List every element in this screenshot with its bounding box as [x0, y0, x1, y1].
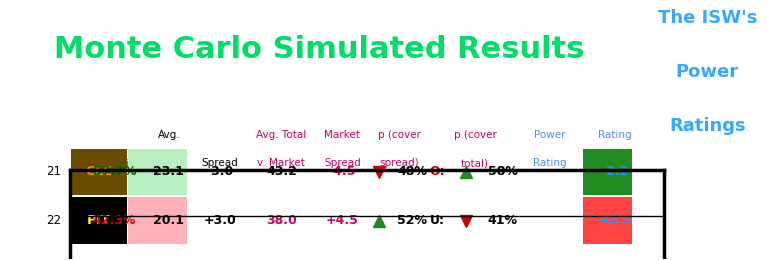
Text: -3.0: -3.0: [206, 165, 233, 178]
Text: O:: O:: [430, 165, 446, 178]
Text: 43.2: 43.2: [266, 165, 297, 178]
Text: 21: 21: [46, 165, 61, 178]
Bar: [583, 148, 632, 195]
Text: +3.0: +3.0: [203, 214, 236, 227]
Text: 52%: 52%: [397, 214, 427, 227]
Text: 38.0: 38.0: [266, 214, 297, 227]
Text: 41%: 41%: [488, 214, 518, 227]
Text: CLE: CLE: [85, 165, 113, 178]
Text: 48%: 48%: [397, 165, 427, 178]
Text: PIT: PIT: [87, 214, 110, 227]
Text: -2.9: -2.9: [536, 214, 564, 227]
Text: The ISW's: The ISW's: [658, 9, 757, 27]
Text: 23.1: 23.1: [153, 165, 184, 178]
Text: total): total): [461, 158, 489, 168]
Text: v. Market: v. Market: [258, 158, 305, 168]
Text: p (cover: p (cover: [454, 130, 496, 140]
Text: U:: U:: [430, 214, 445, 227]
Text: 57.7%: 57.7%: [93, 165, 137, 178]
Text: Power: Power: [676, 63, 739, 81]
Text: p (cover: p (cover: [377, 130, 420, 140]
Text: (win): (win): [114, 158, 140, 168]
Text: 20.1: 20.1: [153, 214, 184, 227]
Text: 22: 22: [46, 214, 61, 227]
Bar: [127, 197, 187, 244]
Text: Ratings: Ratings: [669, 117, 746, 135]
Text: spread): spread): [379, 158, 419, 168]
Bar: [583, 197, 632, 244]
Text: Spread: Spread: [202, 158, 238, 168]
Text: Avg.: Avg.: [157, 130, 180, 140]
Bar: [71, 197, 127, 244]
Text: Spread: Spread: [324, 158, 360, 168]
Text: Spread: Spread: [597, 158, 634, 168]
Text: 42.3%: 42.3%: [93, 214, 137, 227]
Text: Rating: Rating: [533, 158, 567, 168]
Text: Monte Carlo Simulated Results: Monte Carlo Simulated Results: [54, 35, 584, 64]
Bar: [71, 148, 127, 195]
Text: Market: Market: [324, 130, 360, 140]
Text: +4.5: +4.5: [326, 214, 359, 227]
Text: Power: Power: [534, 130, 566, 140]
Text: p: p: [106, 158, 112, 168]
Text: +2.2: +2.2: [599, 214, 632, 227]
Text: Rating: Rating: [598, 130, 632, 140]
Text: -4.5: -4.5: [329, 165, 356, 178]
Text: -2.2: -2.2: [601, 165, 629, 178]
Text: -2.2: -2.2: [536, 165, 564, 178]
Bar: [127, 148, 187, 195]
Text: 58%: 58%: [488, 165, 518, 178]
Text: Avg. Total: Avg. Total: [256, 130, 307, 140]
Text: Score: Score: [154, 158, 183, 168]
